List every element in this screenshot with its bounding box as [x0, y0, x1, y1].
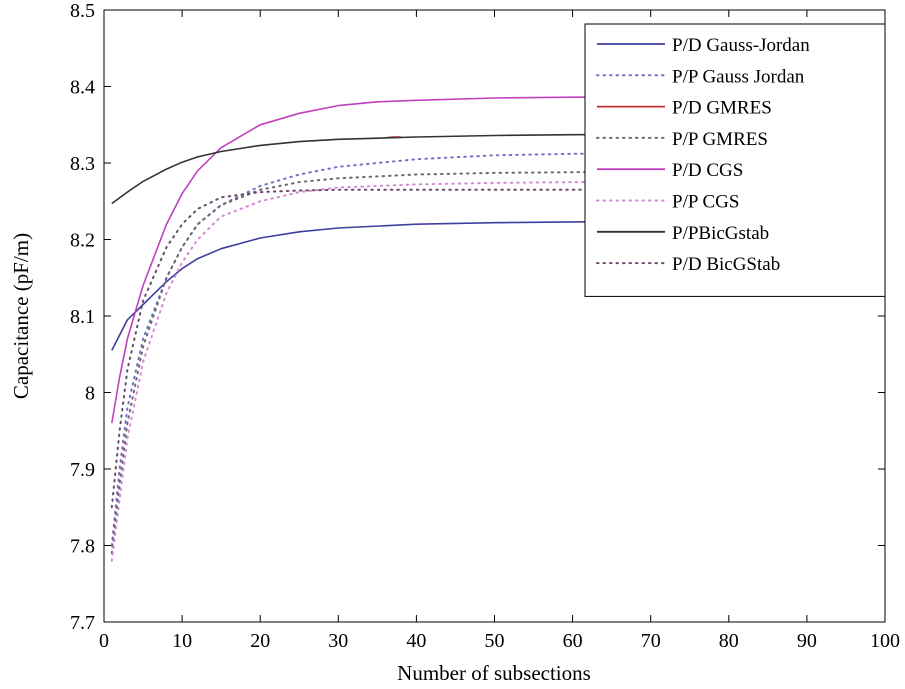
- series-line: [111, 95, 885, 424]
- legend-box: [584, 23, 886, 297]
- y-tick-label: 7.9: [70, 459, 95, 481]
- x-tick-label: 20: [250, 630, 270, 652]
- series-line: [110, 188, 885, 509]
- y-axis-title: Capacitance (pF/m): [9, 233, 33, 399]
- y-tick-label: 7.8: [70, 536, 95, 558]
- series-line: [110, 169, 885, 555]
- x-tick-label: 90: [797, 630, 817, 652]
- legend: P/D Gauss-Jordan P/P Gauss Jordan P/D GMRE…: [584, 23, 886, 297]
- y-tick-label: 8.2: [70, 230, 95, 252]
- tick-labels: 0 10 20 30 40 50 60 70 80 90 100 7.7 7.8 7.9 8 8.1 8.2 8.…: [70, 0, 900, 652]
- x-tick-label: 60: [563, 630, 583, 652]
- legend-label: P/PBicGstab: [672, 223, 769, 244]
- legend-label: P/P CGS: [672, 192, 739, 213]
- x-tick-label: 50: [485, 630, 505, 652]
- legend-label: P/D CGS: [672, 160, 743, 181]
- legend-label: P/P GMRES: [672, 129, 768, 150]
- x-tick-label: 100: [870, 630, 900, 652]
- series-layer: [110, 95, 885, 562]
- legend-label: P/D Gauss-Jordan: [672, 35, 810, 56]
- x-axis-title: Number of subsections: [397, 661, 591, 685]
- legend-label: P/D BicGStab: [672, 254, 780, 275]
- x-tick-label: 40: [406, 630, 426, 652]
- x-tick-label: 0: [99, 630, 109, 652]
- y-tick-label: 8.5: [70, 0, 95, 22]
- series-line: [111, 133, 885, 205]
- series-line: [111, 220, 885, 351]
- y-tick-label: 8: [85, 383, 95, 405]
- x-tick-label: 70: [641, 630, 661, 652]
- legend-label: P/P Gauss Jordan: [672, 66, 805, 87]
- y-tick-label: 8.3: [70, 153, 95, 175]
- x-tick-label: 80: [719, 630, 739, 652]
- legend-label: P/D GMRES: [672, 98, 772, 119]
- y-tick-label: 8.1: [70, 306, 95, 328]
- x-tick-label: 10: [172, 630, 192, 652]
- y-tick-label: 7.7: [70, 612, 95, 634]
- x-tick-label: 30: [328, 630, 348, 652]
- series-line: [110, 180, 885, 562]
- y-tick-label: 8.4: [70, 77, 95, 99]
